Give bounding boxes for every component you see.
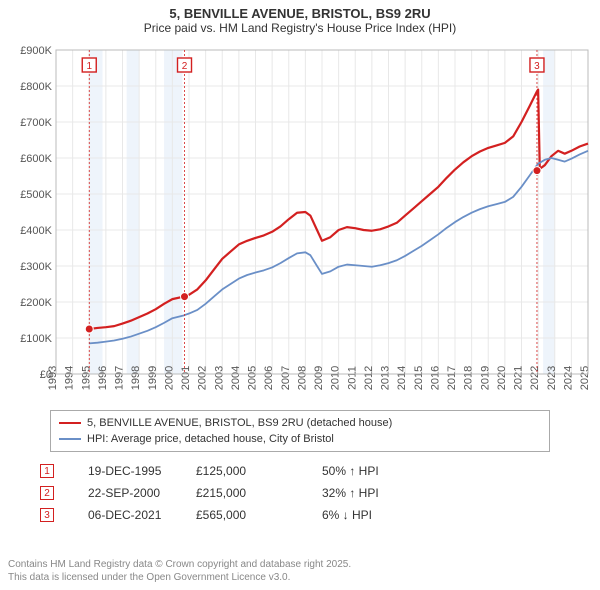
svg-text:2010: 2010 (330, 366, 342, 390)
svg-text:2002: 2002 (197, 366, 209, 390)
sale-row: 3 06-DEC-2021 £565,000 6% ↓ HPI (40, 504, 560, 526)
svg-text:2007: 2007 (280, 366, 292, 390)
svg-text:1997: 1997 (114, 366, 126, 390)
svg-text:2001: 2001 (180, 366, 192, 390)
svg-text:2011: 2011 (346, 366, 358, 390)
svg-text:2022: 2022 (529, 366, 541, 390)
svg-text:1996: 1996 (97, 366, 109, 390)
svg-text:£200K: £200K (20, 297, 52, 309)
title-address: 5, BENVILLE AVENUE, BRISTOL, BS9 2RU (0, 0, 600, 21)
chart-area: £0£100K£200K£300K£400K£500K£600K£700K£80… (6, 44, 594, 404)
svg-text:1998: 1998 (130, 366, 142, 390)
legend-swatch (59, 422, 81, 424)
chart-container: 5, BENVILLE AVENUE, BRISTOL, BS9 2RU Pri… (0, 0, 600, 590)
svg-text:2012: 2012 (363, 366, 375, 390)
sale-date: 19-DEC-1995 (60, 464, 190, 478)
svg-text:£800K: £800K (20, 81, 52, 93)
svg-text:2004: 2004 (230, 366, 242, 390)
sale-marker-icon: 2 (40, 486, 54, 500)
svg-text:£500K: £500K (20, 189, 52, 201)
title-subtitle: Price paid vs. HM Land Registry's House … (0, 21, 600, 39)
svg-text:2015: 2015 (413, 366, 425, 390)
svg-text:2023: 2023 (546, 366, 558, 390)
svg-text:1994: 1994 (64, 366, 76, 390)
svg-text:2018: 2018 (463, 366, 475, 390)
svg-text:2024: 2024 (562, 366, 574, 390)
legend-swatch (59, 438, 81, 440)
svg-text:2005: 2005 (247, 366, 259, 390)
sale-date: 06-DEC-2021 (60, 508, 190, 522)
svg-text:£700K: £700K (20, 117, 52, 129)
svg-text:2003: 2003 (213, 366, 225, 390)
footer-attribution: Contains HM Land Registry data © Crown c… (8, 558, 351, 584)
sales-list: 1 19-DEC-1995 £125,000 50% ↑ HPI 2 22-SE… (40, 460, 560, 526)
svg-text:2020: 2020 (496, 366, 508, 390)
svg-text:3: 3 (534, 61, 540, 72)
sale-row: 1 19-DEC-1995 £125,000 50% ↑ HPI (40, 460, 560, 482)
sale-diff: 32% ↑ HPI (322, 486, 442, 500)
sale-price: £215,000 (196, 486, 316, 500)
svg-text:£400K: £400K (20, 225, 52, 237)
svg-text:2021: 2021 (513, 366, 525, 390)
svg-text:2019: 2019 (479, 366, 491, 390)
svg-text:2013: 2013 (380, 366, 392, 390)
sale-row: 2 22-SEP-2000 £215,000 32% ↑ HPI (40, 482, 560, 504)
svg-text:£900K: £900K (20, 45, 52, 57)
footer-line1: Contains HM Land Registry data © Crown c… (8, 558, 351, 571)
svg-text:1993: 1993 (47, 366, 59, 390)
sale-diff: 50% ↑ HPI (322, 464, 442, 478)
svg-text:2006: 2006 (263, 366, 275, 390)
sale-date: 22-SEP-2000 (60, 486, 190, 500)
sale-marker-icon: 3 (40, 508, 54, 522)
sale-marker-icon: 1 (40, 464, 54, 478)
line-chart: £0£100K£200K£300K£400K£500K£600K£700K£80… (6, 44, 594, 404)
legend-label: 5, BENVILLE AVENUE, BRISTOL, BS9 2RU (de… (87, 417, 392, 429)
svg-text:£300K: £300K (20, 261, 52, 273)
svg-text:2014: 2014 (396, 366, 408, 390)
legend-item: 5, BENVILLE AVENUE, BRISTOL, BS9 2RU (de… (59, 415, 541, 431)
sale-price: £565,000 (196, 508, 316, 522)
svg-text:£100K: £100K (20, 333, 52, 345)
legend: 5, BENVILLE AVENUE, BRISTOL, BS9 2RU (de… (50, 410, 550, 452)
svg-text:1995: 1995 (80, 366, 92, 390)
sale-price: £125,000 (196, 464, 316, 478)
svg-text:1999: 1999 (147, 366, 159, 390)
sale-diff: 6% ↓ HPI (322, 508, 442, 522)
svg-text:2009: 2009 (313, 366, 325, 390)
svg-text:£600K: £600K (20, 153, 52, 165)
svg-text:2000: 2000 (163, 366, 175, 390)
svg-text:2008: 2008 (296, 366, 308, 390)
svg-text:2: 2 (182, 61, 188, 72)
svg-text:2025: 2025 (579, 366, 591, 390)
svg-text:2016: 2016 (429, 366, 441, 390)
footer-line2: This data is licensed under the Open Gov… (8, 571, 351, 584)
svg-text:1: 1 (86, 61, 92, 72)
legend-item: HPI: Average price, detached house, City… (59, 431, 541, 447)
svg-text:2017: 2017 (446, 366, 458, 390)
legend-label: HPI: Average price, detached house, City… (87, 433, 334, 445)
